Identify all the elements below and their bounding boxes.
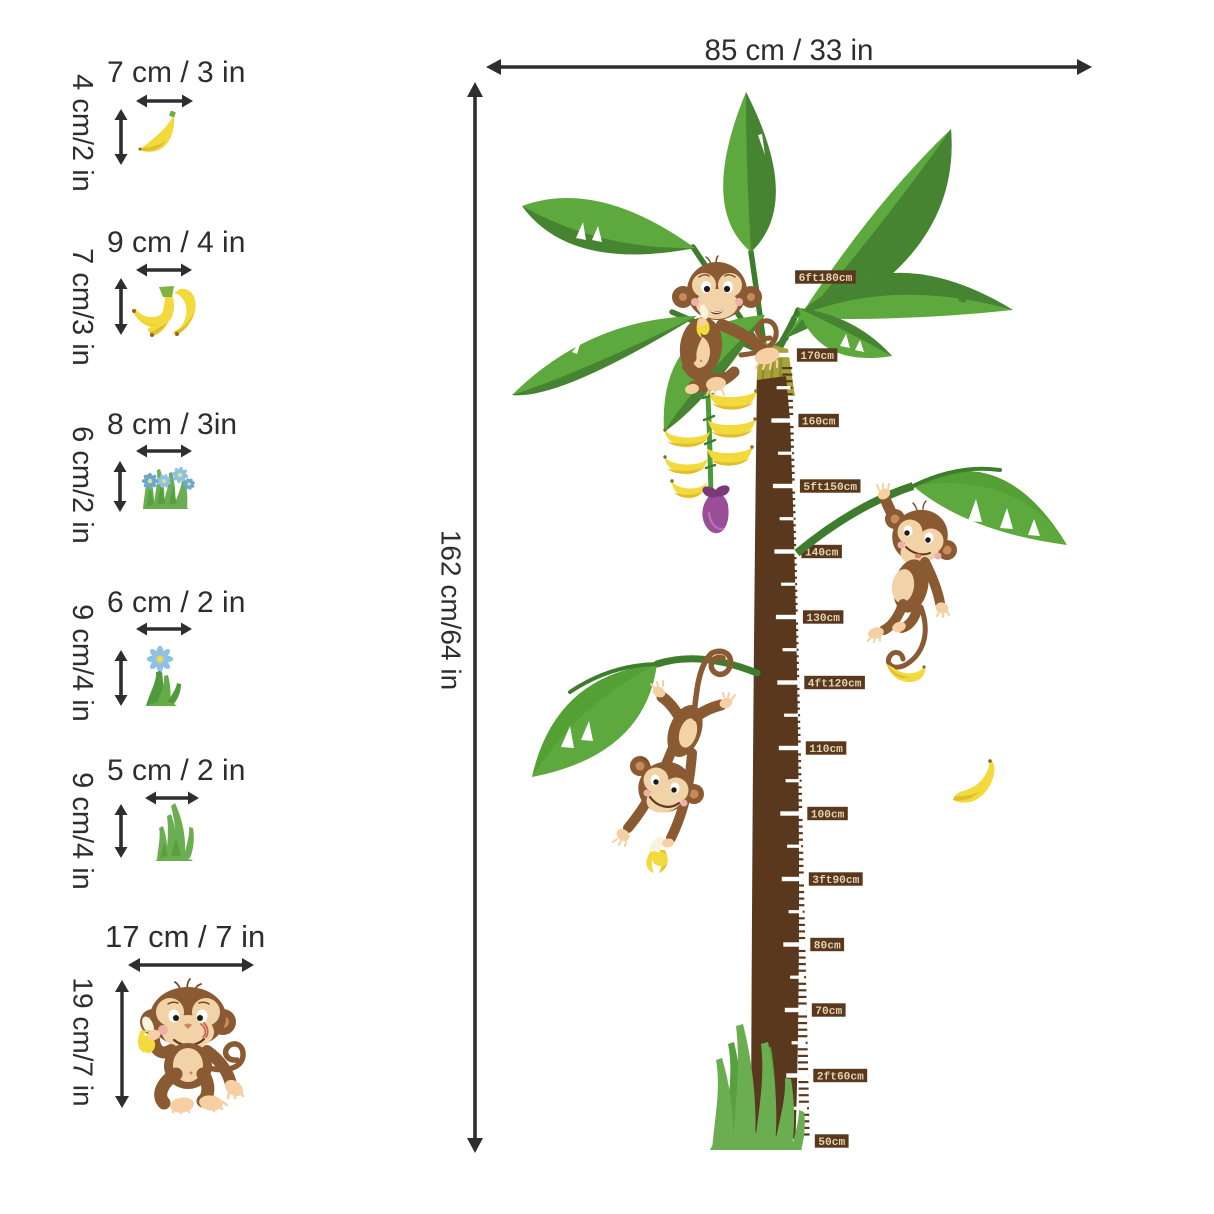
svg-text:85 cm / 33 in: 85 cm / 33 in <box>705 34 874 67</box>
svg-text:160cm: 160cm <box>802 417 836 429</box>
svg-text:110cm: 110cm <box>809 744 843 756</box>
svg-text:70cm: 70cm <box>815 1006 842 1018</box>
svg-text:9 cm/4 in: 9 cm/4 in <box>66 604 98 722</box>
svg-text:6ft180cm: 6ft180cm <box>799 273 853 285</box>
svg-text:4 cm/2 in: 4 cm/2 in <box>66 74 98 192</box>
svg-text:6 cm / 2 in: 6 cm / 2 in <box>107 586 245 619</box>
svg-text:6 cm/2 in: 6 cm/2 in <box>66 426 98 544</box>
svg-text:19 cm/7 in: 19 cm/7 in <box>68 977 99 1106</box>
svg-text:80cm: 80cm <box>814 941 841 953</box>
svg-text:100cm: 100cm <box>811 810 845 822</box>
svg-text:170cm: 170cm <box>800 351 834 363</box>
svg-text:5ft150cm: 5ft150cm <box>803 482 857 494</box>
svg-text:50cm: 50cm <box>818 1137 845 1149</box>
svg-text:162 cm/64 in: 162 cm/64 in <box>436 530 467 690</box>
svg-text:5 cm / 2 in: 5 cm / 2 in <box>107 754 245 787</box>
svg-text:2ft60cm: 2ft60cm <box>817 1072 864 1084</box>
svg-text:8 cm / 3in: 8 cm / 3in <box>107 408 237 441</box>
svg-text:3ft90cm: 3ft90cm <box>812 875 859 887</box>
svg-text:130cm: 130cm <box>806 613 840 625</box>
svg-text:140cm: 140cm <box>805 548 839 560</box>
svg-text:9 cm/4 in: 9 cm/4 in <box>66 772 98 890</box>
svg-text:9 cm / 4 in: 9 cm / 4 in <box>107 226 245 259</box>
svg-text:17 cm / 7 in: 17 cm / 7 in <box>105 919 265 954</box>
svg-text:4ft120cm: 4ft120cm <box>808 679 862 691</box>
svg-text:7 cm / 3 in: 7 cm / 3 in <box>107 56 245 89</box>
svg-text:7 cm/3 in: 7 cm/3 in <box>66 248 98 366</box>
